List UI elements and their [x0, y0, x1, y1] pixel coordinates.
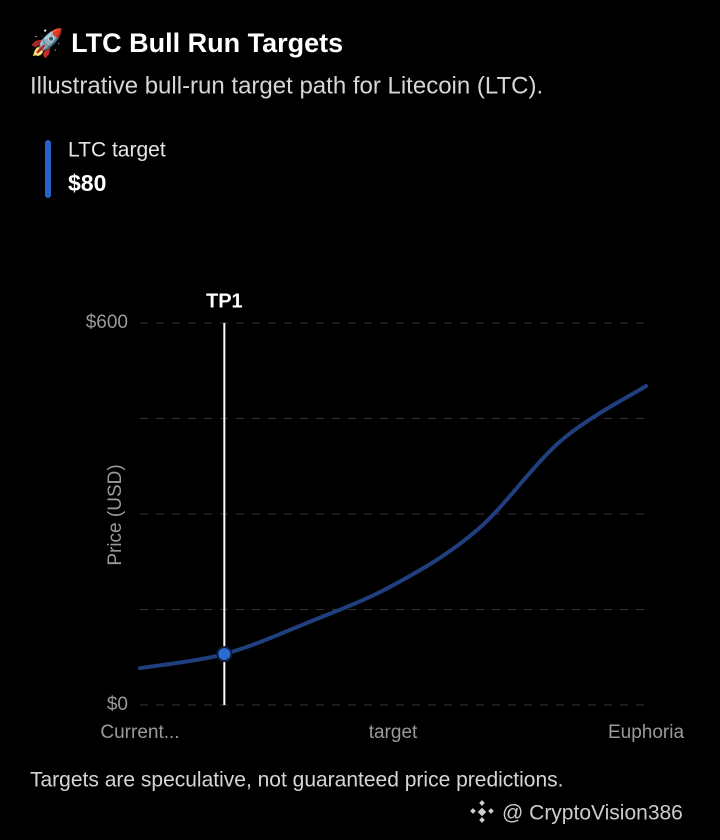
watermark: @ CryptoVision386: [502, 802, 683, 825]
watermark-icon: [470, 800, 494, 823]
footnote: Targets are speculative, not guaranteed …: [30, 769, 563, 792]
legend-value: $80: [68, 170, 106, 196]
y-tick-label: $600: [86, 312, 128, 333]
chart-title: 🚀 LTC Bull Run Targets: [30, 27, 343, 58]
marker-point: [216, 646, 233, 663]
x-tick-label: Current...: [100, 722, 179, 743]
y-axis-label: Price (USD): [105, 464, 126, 565]
marker-label: TP1: [206, 290, 243, 312]
chart-subtitle: Illustrative bull-run target path for Li…: [30, 72, 543, 99]
line: [138, 384, 648, 671]
legend-label: LTC target: [68, 139, 166, 162]
legend-swatch: [45, 140, 51, 198]
x-tick-label: Euphoria: [608, 722, 684, 743]
y-tick-label: $0: [107, 694, 128, 715]
x-tick-label: target: [369, 722, 418, 743]
